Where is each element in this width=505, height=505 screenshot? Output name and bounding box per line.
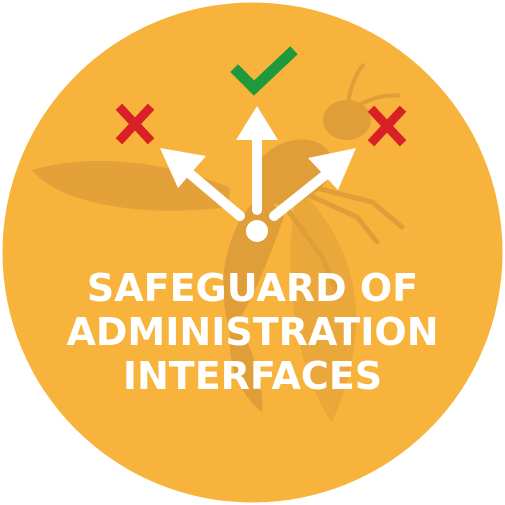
badge-title-line-2: ADMINISTRATION (66, 310, 439, 354)
badge-title-line-3: INTERFACES (122, 354, 383, 398)
origin-dot (246, 220, 268, 242)
badge-title-line-1: SAFEGUARD OF (86, 266, 419, 310)
arrow-up-left-icon (160, 148, 245, 221)
wasp-icon (32, 62, 405, 422)
check-mark-icon (230, 46, 298, 96)
x-mark-right-icon (367, 105, 407, 147)
badge-title: SAFEGUARD OF ADMINISTRATION INTERFACES (0, 266, 505, 398)
arrow-up-icon (236, 106, 278, 215)
x-mark-left-icon (115, 103, 155, 145)
arrow-up-right-icon (269, 148, 356, 221)
